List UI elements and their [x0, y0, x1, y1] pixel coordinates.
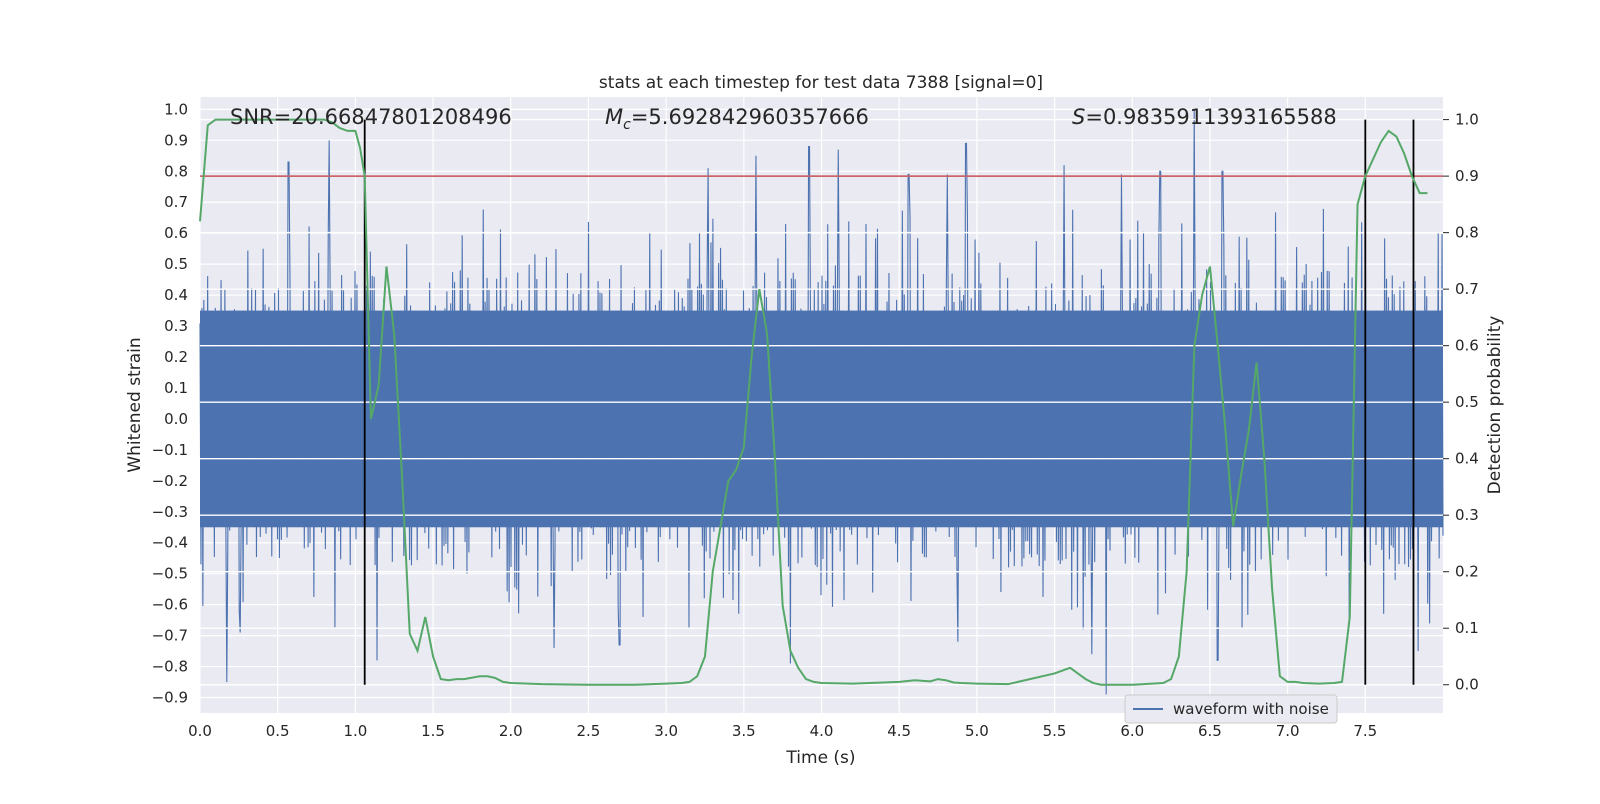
- y-tick-label: −0.9: [152, 689, 188, 707]
- x-tick-label: 3.0: [654, 722, 678, 740]
- y-tick-label: 0.0: [164, 410, 188, 428]
- y-tick-label: 0.6: [164, 224, 188, 242]
- chirp-mass-subscript: c: [623, 117, 631, 133]
- y-tick-label: −0.2: [152, 472, 188, 490]
- x-tick-label: 4.0: [810, 722, 834, 740]
- y-tick-label: 0.4: [164, 286, 188, 304]
- y2-tick-label: 0.1: [1455, 619, 1479, 637]
- y2-axis-ticks: 1.0 0.9 0.8 0.7 0.6 0.5 0.4 0.3 0.2 0.1 0.0: [1443, 111, 1479, 694]
- y2-tick-label: 0.9: [1455, 167, 1479, 185]
- y2-tick-label: 1.0: [1455, 111, 1479, 129]
- legend: waveform with noise: [1124, 694, 1338, 724]
- y-tick-label: −0.7: [152, 627, 188, 645]
- y-tick-label: −0.6: [152, 596, 188, 614]
- y-axis-label: Whitened strain: [125, 337, 145, 472]
- waveform-series: [199, 109, 1444, 695]
- y-tick-label: −0.3: [152, 503, 188, 521]
- y2-tick-label: 0.7: [1455, 280, 1479, 298]
- x-tick-label: 6.5: [1198, 722, 1222, 740]
- y-tick-label: 0.7: [164, 193, 188, 211]
- y-tick-label: −0.8: [152, 658, 188, 676]
- chart-title: stats at each timestep for test data 738…: [599, 73, 1043, 93]
- y-axis-ticks: 1.0 0.9 0.8 0.7 0.6 0.5 0.4 0.3 0.2 0.1 0.0 −0.1 −0.…: [152, 100, 188, 706]
- x-tick-label: 1.5: [421, 722, 445, 740]
- snr-annotation: SNR=20.66847801208496: [230, 105, 512, 129]
- y-tick-label: −0.5: [152, 565, 188, 583]
- x-axis-label: Time (s): [785, 748, 855, 768]
- y-tick-label: 0.8: [164, 162, 188, 180]
- probability-line: [199, 118, 1428, 686]
- x-tick-label: 0.0: [188, 722, 212, 740]
- x-tick-label: 4.5: [887, 722, 911, 740]
- y2-tick-label: 0.4: [1455, 450, 1479, 468]
- y2-tick-label: 0.6: [1455, 337, 1479, 355]
- x-tick-label: 2.0: [499, 722, 523, 740]
- x-tick-label: 5.5: [1043, 722, 1067, 740]
- chirp-mass-symbol: M: [605, 105, 623, 129]
- legend-label-waveform: waveform with noise: [1173, 700, 1329, 718]
- y2-tick-label: 0.5: [1455, 393, 1479, 411]
- y2-axis-label: Detection probability: [1485, 316, 1505, 495]
- y-tick-label: 0.3: [164, 317, 188, 335]
- x-axis-ticks: 0.0 0.5 1.0 1.5 2.0 2.5 3.0 3.5 4.0 4.5 5.0 5.5 6.0 6…: [188, 722, 1377, 740]
- score-value: =0.9835911393165588: [1085, 105, 1336, 129]
- y2-tick-label: 0.3: [1455, 506, 1479, 524]
- y-tick-label: 0.5: [164, 255, 188, 273]
- chirp-mass-annotation: Mc=5.692842960357666: [605, 105, 869, 133]
- x-tick-label: 6.0: [1120, 722, 1144, 740]
- waveform-line: [199, 109, 1444, 695]
- chirp-mass-value: =5.692842960357666: [631, 105, 869, 129]
- probability-series: [199, 118, 1428, 686]
- y-tick-label: 0.2: [164, 348, 188, 366]
- y-tick-label: 0.9: [164, 131, 188, 149]
- x-tick-label: 0.5: [266, 722, 290, 740]
- x-tick-label: 3.5: [732, 722, 756, 740]
- x-tick-label: 5.0: [965, 722, 989, 740]
- x-tick-label: 2.5: [577, 722, 601, 740]
- x-tick-label: 1.0: [343, 722, 367, 740]
- y-tick-label: −0.4: [152, 534, 188, 552]
- y2-tick-label: 0.8: [1455, 224, 1479, 242]
- y2-tick-label: 0.0: [1455, 676, 1479, 694]
- score-symbol: S: [1072, 105, 1085, 129]
- x-tick-label: 7.5: [1353, 722, 1377, 740]
- y-tick-label: −0.1: [152, 441, 188, 459]
- y2-tick-label: 0.2: [1455, 563, 1479, 581]
- legend-box: [1124, 694, 1338, 724]
- y-tick-label: 0.1: [164, 379, 188, 397]
- y-tick-label: 1.0: [164, 100, 188, 118]
- score-annotation: S=0.9835911393165588: [1072, 105, 1337, 129]
- x-tick-label: 7.0: [1276, 722, 1300, 740]
